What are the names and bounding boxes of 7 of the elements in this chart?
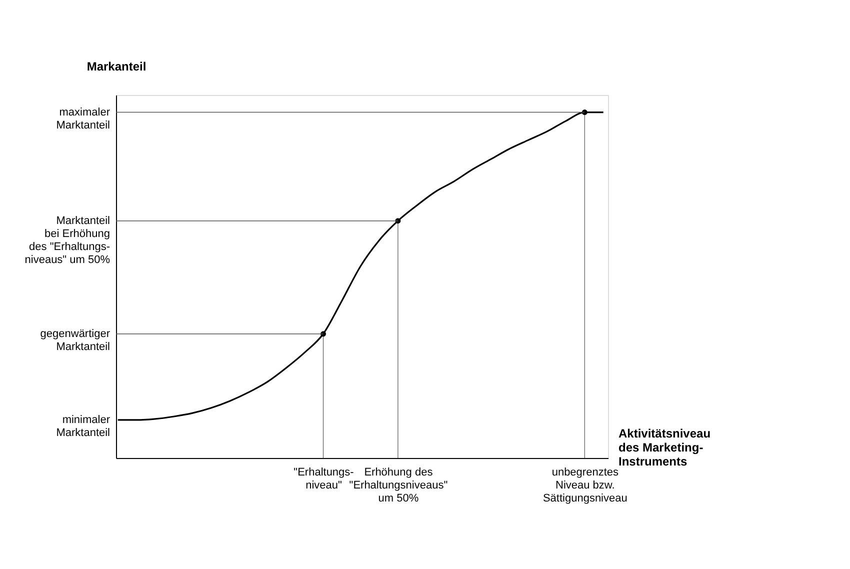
- ref-line-label: maximaler Marktanteil: [56, 106, 110, 132]
- x-axis-title: Aktivitätsniveau des Marketing- Instruments: [618, 426, 711, 468]
- y-axis-title: Markanteil: [86, 60, 146, 74]
- ref-line-label: Marktanteil bei Erhöhung des "Erhaltungs- niveaus" um 50%: [24, 214, 110, 266]
- text: minimaler Marktanteil: [56, 414, 110, 439]
- ref-line-label: gegenwärtiger Marktanteil: [40, 328, 110, 353]
- x-tick-label: unbegrenztes Niveau bzw. Sättigungsniveau: [542, 466, 628, 504]
